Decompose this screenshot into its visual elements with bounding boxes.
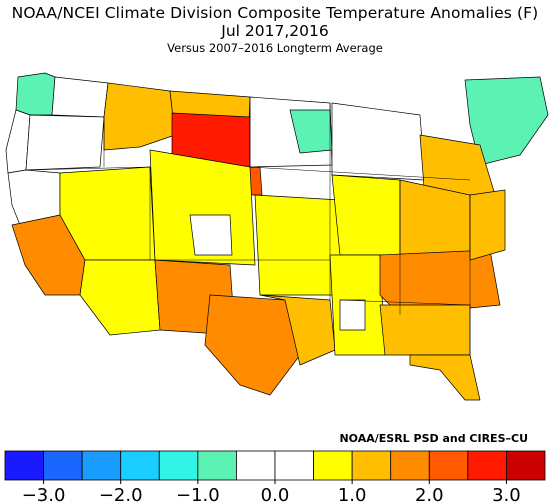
- legend-swatch: [81, 450, 122, 481]
- region-oregon-east: [25, 114, 105, 171]
- region-mississippi-white: [339, 299, 366, 331]
- region-wisconsin-michigan: [331, 102, 426, 181]
- legend-tick-label: 3.0: [492, 485, 521, 504]
- legend-swatch: [120, 450, 160, 481]
- legend-swatch: [506, 450, 546, 481]
- us-climate-division-map: [5, 72, 549, 401]
- region-georgia-alabama: [379, 304, 471, 356]
- region-arizona: [79, 259, 161, 336]
- region-virginia: [469, 189, 506, 261]
- legend-swatch: [4, 450, 44, 481]
- region-florida: [409, 354, 481, 401]
- legend-swatch: [313, 450, 353, 481]
- legend-swatch: [390, 450, 430, 481]
- legend-swatch: [428, 450, 469, 481]
- region-texas-east: [259, 294, 336, 366]
- legend-swatch: [274, 450, 314, 481]
- legend-swatch: [236, 450, 276, 481]
- legend-tick-label: −2.0: [99, 485, 143, 504]
- legend-tick-label: 2.0: [415, 485, 444, 504]
- region-new-england: [464, 76, 549, 166]
- legend-bins: [4, 450, 546, 481]
- region-washington-west: [15, 72, 56, 116]
- legend-ticks: −3.0 −2.0 −1.0 0.0 1.0 2.0 3.0: [22, 480, 521, 504]
- region-colorado-white: [189, 214, 233, 256]
- region-texas-west: [204, 294, 301, 396]
- legend-swatch: [158, 450, 199, 481]
- region-idaho-montana: [103, 82, 176, 151]
- legend-swatch: [351, 450, 392, 481]
- legend-tick-label: 1.0: [338, 485, 367, 504]
- map-title: NOAA/NCEI Climate Division Composite Tem…: [11, 4, 539, 22]
- color-legend: −3.0 −2.0 −1.0 0.0 1.0 2.0 3.0: [4, 450, 546, 504]
- map-subtitle: Versus 2007–2016 Longterm Average: [167, 41, 383, 55]
- map-period: Jul 2017,2016: [221, 22, 329, 40]
- legend-tick-label: −1.0: [176, 485, 220, 504]
- legend-tick-label: −3.0: [22, 485, 66, 504]
- credit-text: NOAA/ESRL PSD and CIRES–CU: [339, 432, 528, 445]
- region-iowa-missouri: [331, 174, 401, 256]
- legend-swatch: [197, 450, 237, 481]
- region-washington-east: [51, 76, 109, 118]
- division-boundaries: [25, 97, 471, 355]
- legend-swatch: [467, 450, 507, 481]
- legend-swatch: [43, 450, 83, 481]
- legend-tick-label: 0.0: [261, 485, 290, 504]
